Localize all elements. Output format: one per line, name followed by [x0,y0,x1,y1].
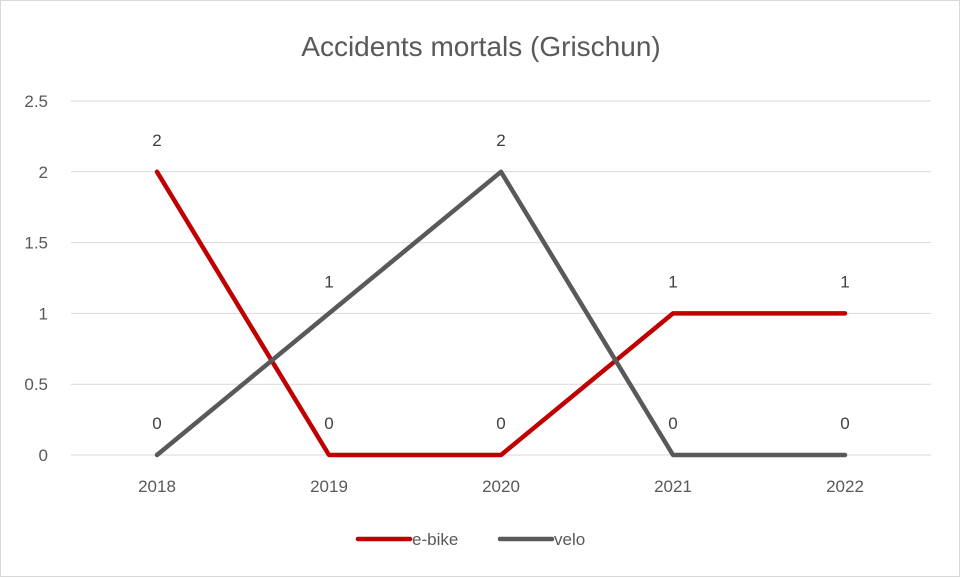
legend-label: velo [554,530,585,549]
chart-title: Accidents mortals (Grischun) [301,31,660,62]
x-tick-label: 2019 [310,477,348,496]
y-tick-label: 0 [39,446,48,465]
y-tick-label: 1.5 [24,234,48,253]
series-lines [154,169,848,458]
data-label: 1 [668,272,677,291]
data-labels: 2 0 0 1 1 0 1 2 0 0 [152,131,849,433]
data-label: 0 [152,414,161,433]
series-line-velo [154,169,848,458]
y-tick-label: 2.5 [24,92,48,111]
data-label: 2 [152,131,161,150]
data-label: 2 [496,131,505,150]
y-tick-label: 0.5 [24,375,48,394]
legend-item-e-bike: e-bike [355,530,458,549]
legend-item-velo: velo [497,530,585,549]
y-tick-label: 2 [39,163,48,182]
x-tick-label: 2020 [482,477,520,496]
legend-label: e-bike [412,530,458,549]
data-label: 0 [324,414,333,433]
x-tick-label: 2021 [654,477,692,496]
data-label: 1 [840,272,849,291]
gridlines [71,100,931,456]
y-tick-label: 1 [39,304,48,323]
x-tick-label: 2018 [138,477,176,496]
y-axis: 0 0.5 1 1.5 2 2.5 [24,92,48,465]
x-axis: 2018 2019 2020 2021 2022 [138,477,864,496]
data-label: 0 [668,414,677,433]
data-label: 0 [840,414,849,433]
legend: e-bike velo [355,530,585,549]
data-label: 1 [324,272,333,291]
x-tick-label: 2022 [826,477,864,496]
data-label: 0 [496,414,505,433]
